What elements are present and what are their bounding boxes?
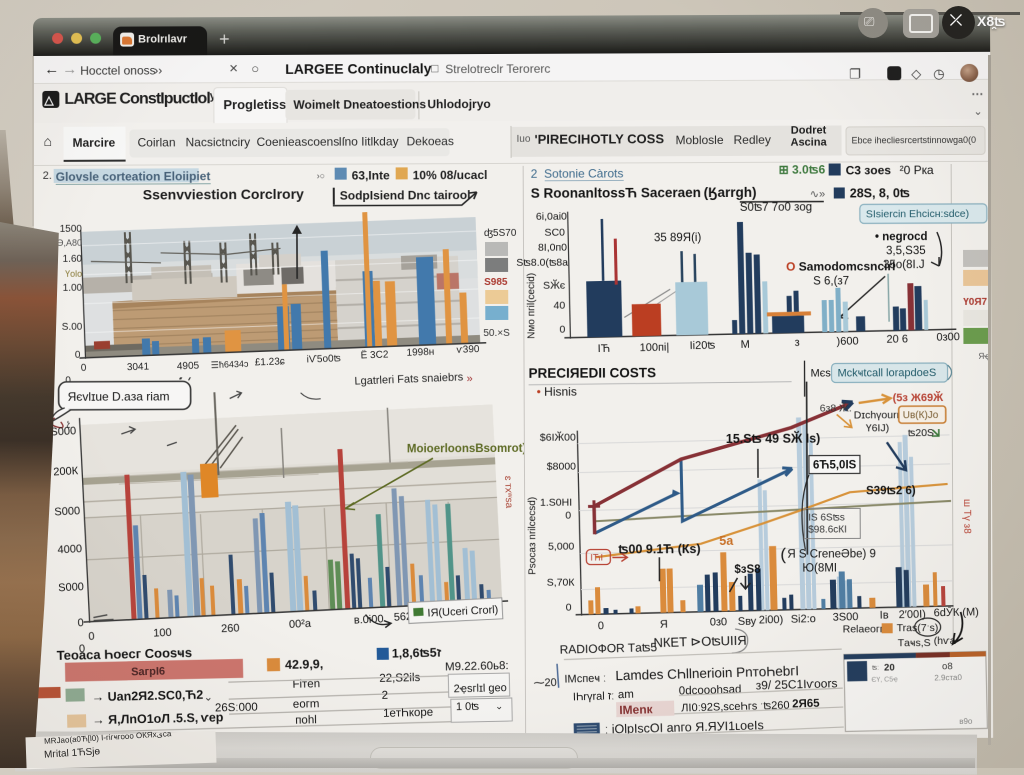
svg-text:Teоаca Һоecг Cоosҹs: Teоаca Һоecг Cоosҹs bbox=[57, 645, 193, 663]
svg-text:ІМenк: ІМenк bbox=[619, 702, 654, 717]
svg-text:SaгрI6: SaгрI6 bbox=[131, 666, 165, 679]
svg-text:20: 20 bbox=[884, 662, 895, 673]
svg-text:M9.22.60ь8:: M9.22.60ь8: bbox=[445, 660, 509, 673]
svg-text:о8: о8 bbox=[942, 661, 953, 672]
svg-text:1 0ʦ: 1 0ʦ bbox=[456, 701, 480, 714]
svg-text:ʦː: ʦː bbox=[872, 665, 879, 672]
svg-text:2.9ста0: 2.9ста0 bbox=[934, 673, 962, 683]
svg-text:ЛІ0ː92S,sсeҺгs ˑʦ260: ЛІ0ː92S,sсeҺгs ˑʦ260 bbox=[681, 700, 790, 715]
svg-text:⌄: ⌄ bbox=[204, 692, 213, 704]
svg-text:ЄҮ, С5ҿ: ЄҮ, С5ҿ bbox=[871, 676, 898, 684]
svg-text:в9о: в9о bbox=[959, 717, 973, 726]
svg-text:IҺrүral זː: IҺrүral זː bbox=[573, 690, 615, 703]
svg-text:пohl: пohl bbox=[295, 714, 317, 726]
svg-text:⁓20: ⁓20 bbox=[533, 677, 557, 690]
svg-text:→ Я,ЛnО1оЛ .5.S, ѵep: → Я,ЛnО1оЛ .5.S, ѵep bbox=[92, 710, 224, 727]
svg-text:26Sː000: 26Sː000 bbox=[215, 702, 258, 715]
svg-text:2ҿsгlɪl gеo: 2ҿsгlɪl gеo bbox=[453, 682, 506, 695]
svg-text:NКET ⊳OʦUІІЯ: NКET ⊳OʦUІІЯ bbox=[653, 633, 747, 651]
svg-text:2: 2 bbox=[382, 690, 389, 702]
svg-text:eогm: eогm bbox=[293, 698, 320, 711]
svg-text:аm: аm bbox=[618, 689, 634, 701]
svg-text:42.9,9,: 42.9,9, bbox=[285, 657, 324, 672]
svg-text:⌄: ⌄ bbox=[495, 701, 504, 712]
svg-text:1eтҺкорe: 1eтҺкорe bbox=[383, 707, 433, 720]
svg-text:1,8,6ʦ5ז: 1,8,6ʦ5ז bbox=[392, 646, 442, 661]
svg-text:→ Uan2Я2.SС0,Ћ2: → Uan2Я2.SС0,Ћ2 bbox=[92, 688, 204, 704]
svg-text:2Я65: 2Я65 bbox=[792, 698, 820, 711]
svg-text:IМспеҹ ː: IМспеҹ ː bbox=[564, 672, 606, 685]
svg-text:22,S2іlѕ: 22,S2іlѕ bbox=[379, 672, 420, 685]
svg-text:RADІОФOR Tаʦ5: RADІОФOR Tаʦ5 bbox=[559, 640, 657, 657]
